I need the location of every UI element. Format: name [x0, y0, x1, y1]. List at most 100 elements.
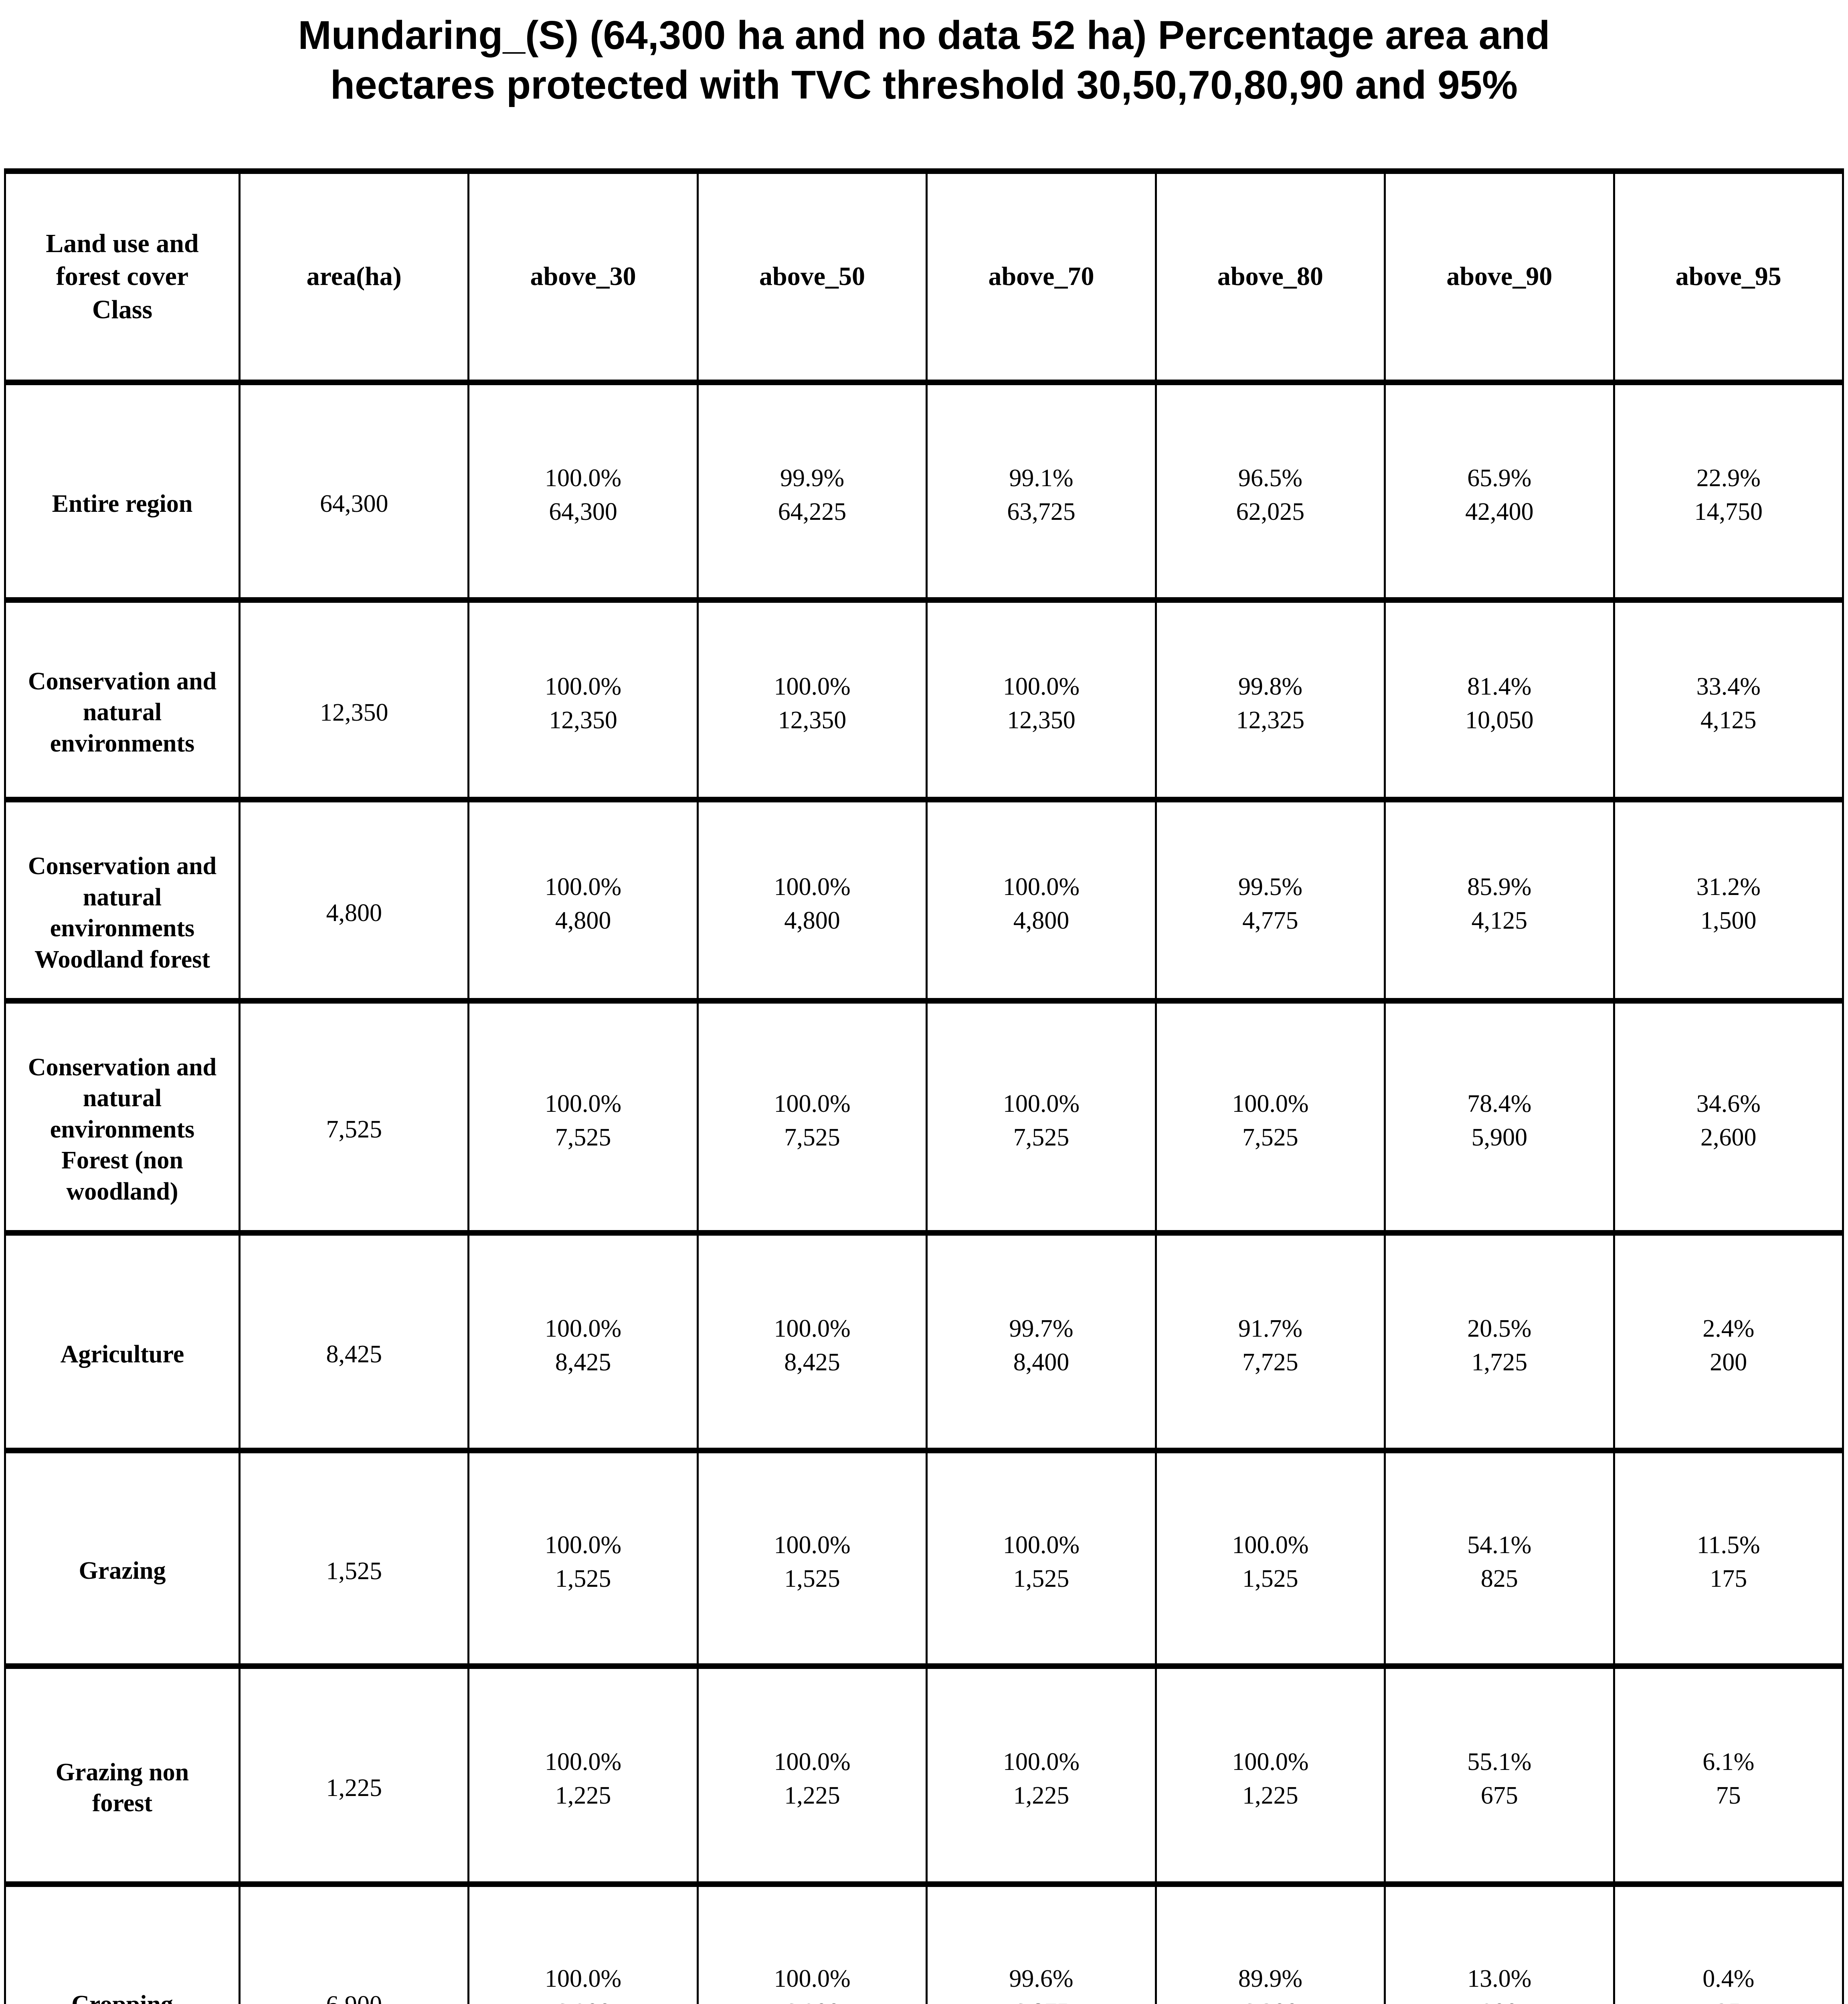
column-header-above-95: above_95 [1613, 168, 1844, 385]
data-cell: 100.0% 8,425 [467, 1230, 699, 1453]
ha-value: 75 [1716, 1782, 1741, 1809]
data-cell: 65.9% 42,400 [1384, 380, 1615, 603]
data-cell: 100.0% 64,300 [467, 380, 699, 603]
area-value: 7,525 [326, 1116, 382, 1143]
table-row: Cropping 6,900 100.0% 6,900 100.0% 6,900 9… [4, 1881, 1844, 2004]
row-label-text: Cropping [71, 1989, 173, 2004]
data-cell: 100.0% 12,350 [467, 597, 699, 802]
ha-value: 7,525 [784, 1123, 840, 1151]
data-cell: 100.0% 4,800 [926, 797, 1157, 1004]
area-value-cell: 6,900 [238, 1881, 470, 2004]
ha-value: 10,050 [1465, 707, 1534, 734]
ha-value: 42,400 [1465, 498, 1534, 525]
data-cell: 78.4% 5,900 [1384, 998, 1615, 1236]
ha-value: 12,350 [1007, 707, 1076, 734]
table-row: Conservation and natural environments Fo… [4, 998, 1844, 1236]
row-label: Entire region [4, 380, 241, 603]
ha-value: 8,425 [555, 1348, 611, 1376]
pct-value: 99.9% [780, 464, 845, 492]
data-cell: 100.0% 8,425 [696, 1230, 928, 1453]
pct-value: 100.0% [545, 464, 622, 492]
row-label-text: Conservation and natural environments [28, 667, 217, 757]
pct-value: 34.6% [1696, 1090, 1761, 1117]
pct-value: 100.0% [1003, 1090, 1080, 1117]
ha-value: 825 [1480, 1565, 1518, 1592]
pct-value: 91.7% [1238, 1315, 1302, 1342]
ha-value: 14,750 [1694, 498, 1763, 525]
data-cell: 100.0% 7,525 [926, 998, 1157, 1236]
data-cell: 100.0% 6,900 [696, 1881, 928, 2004]
page-title: Mundaring_(S) (64,300 ha and no data 52 … [298, 13, 1550, 107]
area-value-cell: 8,425 [238, 1230, 470, 1453]
table-row: Conservation and natural environments 12… [4, 597, 1844, 802]
ha-value: 4,800 [1013, 907, 1070, 934]
row-label-text: Conservation and natural environments Fo… [28, 1053, 217, 1205]
ha-value: 1,525 [1013, 1565, 1070, 1592]
table-row: Grazing 1,525 100.0% 1,525 100.0% 1,525 10… [4, 1448, 1844, 1669]
table-row: Agriculture 8,425 100.0% 8,425 100.0% 8,42… [4, 1230, 1844, 1453]
ha-value: 6,900 [476, 1996, 690, 2004]
pct-value: 100.0% [545, 1090, 622, 1117]
data-cell: 99.1% 63,725 [926, 380, 1157, 603]
pct-value: 11.5% [1696, 1531, 1760, 1559]
ha-value: 63,725 [1007, 498, 1076, 525]
column-header-area-ha: area(ha) [238, 168, 470, 385]
ha-value: 25 [1622, 1996, 1836, 2004]
pct-value: 100.0% [774, 673, 851, 701]
pct-value: 100.0% [1232, 1090, 1309, 1117]
pct-value: 100.0% [1003, 673, 1080, 701]
pct-value: 100.0% [545, 1965, 622, 1993]
data-cell: 100.0% 1,225 [467, 1663, 699, 1887]
ha-value: 675 [1480, 1782, 1518, 1809]
pct-value: 100.0% [1232, 1531, 1309, 1559]
data-cell: 89.9% 6,200 [1154, 1881, 1386, 2004]
area-value-cell: 7,525 [238, 998, 470, 1236]
ha-value: 4,800 [784, 907, 840, 934]
area-value: 1,525 [326, 1557, 382, 1585]
data-cell: 100.0% 1,525 [1154, 1448, 1386, 1669]
pct-value: 100.0% [1003, 1531, 1080, 1559]
ha-value: 7,725 [1242, 1348, 1298, 1376]
ha-value: 2,600 [1700, 1123, 1757, 1151]
pct-value: 99.7% [1009, 1315, 1074, 1342]
pct-value: 31.2% [1696, 873, 1761, 901]
ha-value: 12,350 [549, 707, 617, 734]
column-header-above-70: above_70 [926, 168, 1157, 385]
ha-value: 5,900 [1471, 1123, 1528, 1151]
data-cell: 81.4% 10,050 [1384, 597, 1615, 802]
pct-value: 100.0% [545, 1531, 622, 1559]
data-cell: 100.0% 12,350 [926, 597, 1157, 802]
pct-value: 96.5% [1238, 464, 1302, 492]
pct-value: 81.4% [1467, 673, 1532, 701]
row-label: Grazing non forest [4, 1663, 241, 1887]
column-header-above-80: above_80 [1154, 168, 1386, 385]
pct-value: 100.0% [545, 673, 622, 701]
data-cell: 100.0% 6,900 [467, 1881, 699, 2004]
ha-value: 175 [1710, 1565, 1747, 1592]
area-value: 6,900 [326, 1991, 382, 2004]
ha-value: 4,125 [1700, 707, 1757, 734]
ha-value: 6,200 [1163, 1996, 1377, 2004]
pct-value: 33.4% [1696, 673, 1761, 701]
data-cell: 100.0% 12,350 [696, 597, 928, 802]
row-label: Grazing [4, 1448, 241, 1669]
ha-value: 12,325 [1236, 707, 1305, 734]
data-cell: 100.0% 1,525 [696, 1448, 928, 1669]
ha-value: 1,500 [1700, 907, 1757, 934]
area-value-cell: 4,800 [238, 797, 470, 1004]
row-label-text: Grazing non forest [55, 1758, 189, 1817]
table-row: Entire region 64,300 100.0% 64,300 99.9% 6… [4, 380, 1844, 603]
row-label: Cropping [4, 1881, 241, 2004]
data-cell: 6.1% 75 [1613, 1663, 1844, 1887]
data-cell: 100.0% 1,225 [696, 1663, 928, 1887]
pct-value: 65.9% [1467, 464, 1532, 492]
ha-value: 6,900 [705, 1996, 919, 2004]
ha-value: 8,425 [784, 1348, 840, 1376]
pct-value: 89.9% [1238, 1965, 1302, 1993]
column-header-above-30: above_30 [467, 168, 699, 385]
ha-value: 4,775 [1242, 907, 1298, 934]
pct-value: 22.9% [1696, 464, 1761, 492]
column-header-above-90: above_90 [1384, 168, 1615, 385]
data-cell: 99.6% 6,875 [926, 1881, 1157, 2004]
data-cell: 100.0% 1,225 [926, 1663, 1157, 1887]
